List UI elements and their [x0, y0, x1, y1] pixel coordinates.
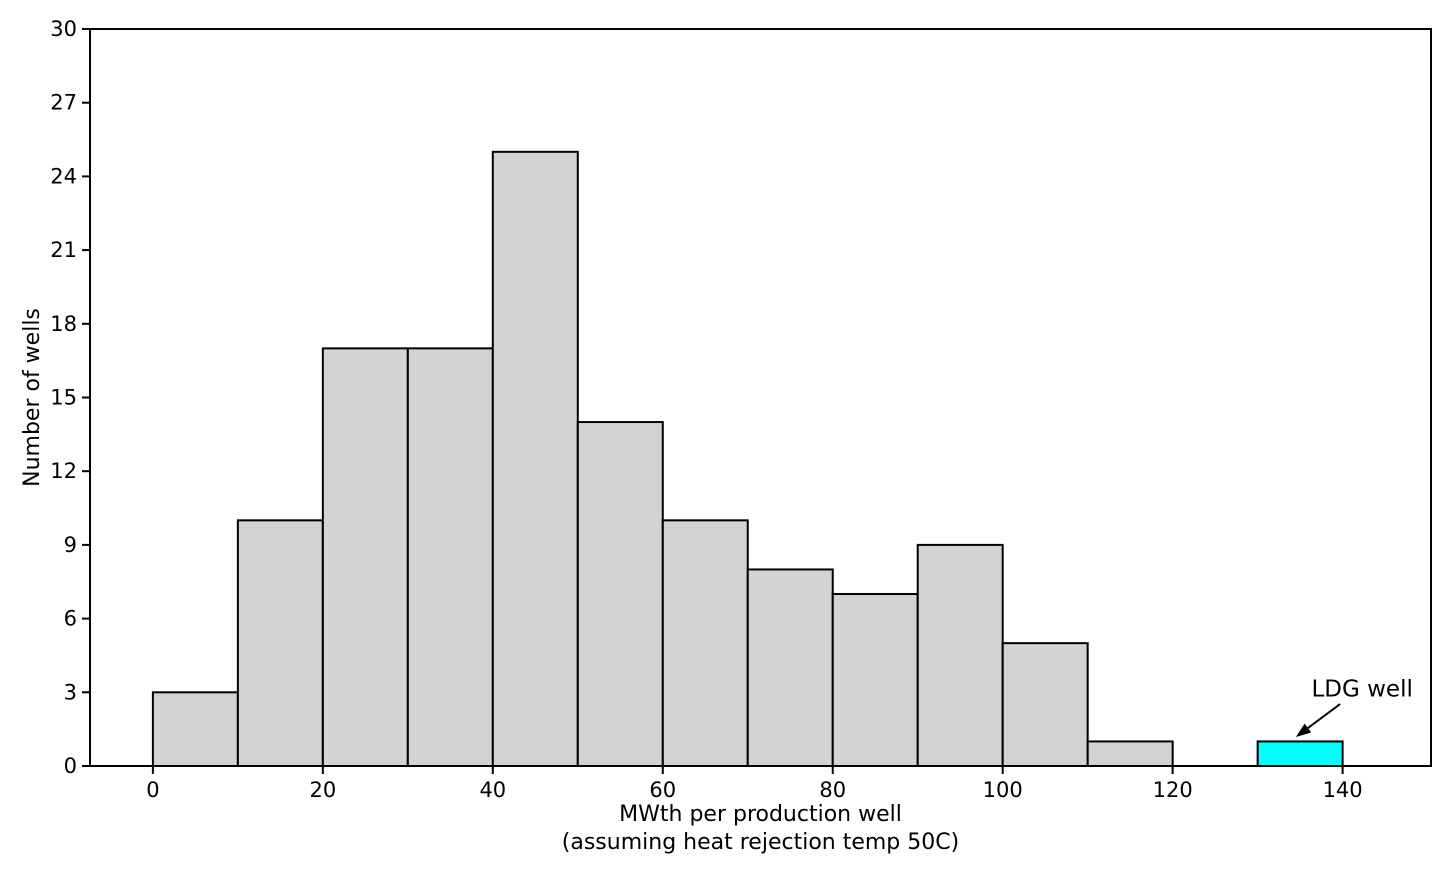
histogram-bar: [831, 593, 919, 767]
x-tick-label: 140: [1323, 778, 1363, 802]
y-tick-label: 12: [50, 459, 77, 483]
x-axis-label-subtitle: (assuming heat rejection temp 50C): [562, 830, 959, 855]
histogram-bar: [406, 347, 494, 767]
x-axis-label: MWth per production well: [619, 802, 902, 827]
y-axis-label: Number of wells: [20, 308, 45, 487]
x-tick-label: 60: [649, 778, 676, 802]
y-tick-label: 18: [50, 312, 77, 336]
histogram-bar: [151, 691, 239, 767]
x-tick-label: 100: [983, 778, 1023, 802]
y-tick-label: 27: [50, 91, 77, 115]
y-tick-label: 15: [50, 386, 77, 410]
y-tick-label: 3: [64, 680, 77, 704]
x-tick-label: 80: [819, 778, 846, 802]
histogram-bar: [491, 150, 579, 768]
y-tick-label: 9: [64, 533, 77, 557]
tick-labels-group: 0 20 40 60 80 100 120 140 0 3 6 9 12 15 18 21 24 27 30: [50, 17, 1362, 802]
annotation-arrow: [1302, 703, 1341, 733]
histogram-bar: [576, 421, 664, 767]
y-tick-label: 0: [64, 754, 77, 778]
x-tick-label: 0: [146, 778, 159, 802]
plot-border: [89, 28, 1432, 767]
bars-group: [151, 150, 1344, 768]
y-tick-label: 6: [64, 607, 77, 631]
x-tick-label: 20: [309, 778, 336, 802]
annotation-group: LDG well: [1295, 677, 1413, 738]
histogram-bar: [916, 543, 1004, 768]
y-tick-label: 24: [50, 164, 77, 188]
histogram-bar: [1086, 740, 1174, 768]
y-tick-label: 30: [50, 17, 77, 41]
histogram-bar: [661, 519, 749, 767]
ticks-group: [82, 28, 1344, 774]
x-tick-label: 40: [479, 778, 506, 802]
histogram-bar: [236, 519, 324, 767]
y-tick-label: 21: [50, 238, 77, 262]
histogram-bar-highlight: [1256, 740, 1344, 768]
annotation-label: LDG well: [1311, 677, 1412, 703]
x-tick-label: 120: [1153, 778, 1193, 802]
histogram-bar: [746, 568, 834, 768]
histogram-bar: [1001, 642, 1089, 768]
histogram-bar: [321, 347, 409, 767]
annotation-arrowhead-icon: [1295, 723, 1312, 738]
